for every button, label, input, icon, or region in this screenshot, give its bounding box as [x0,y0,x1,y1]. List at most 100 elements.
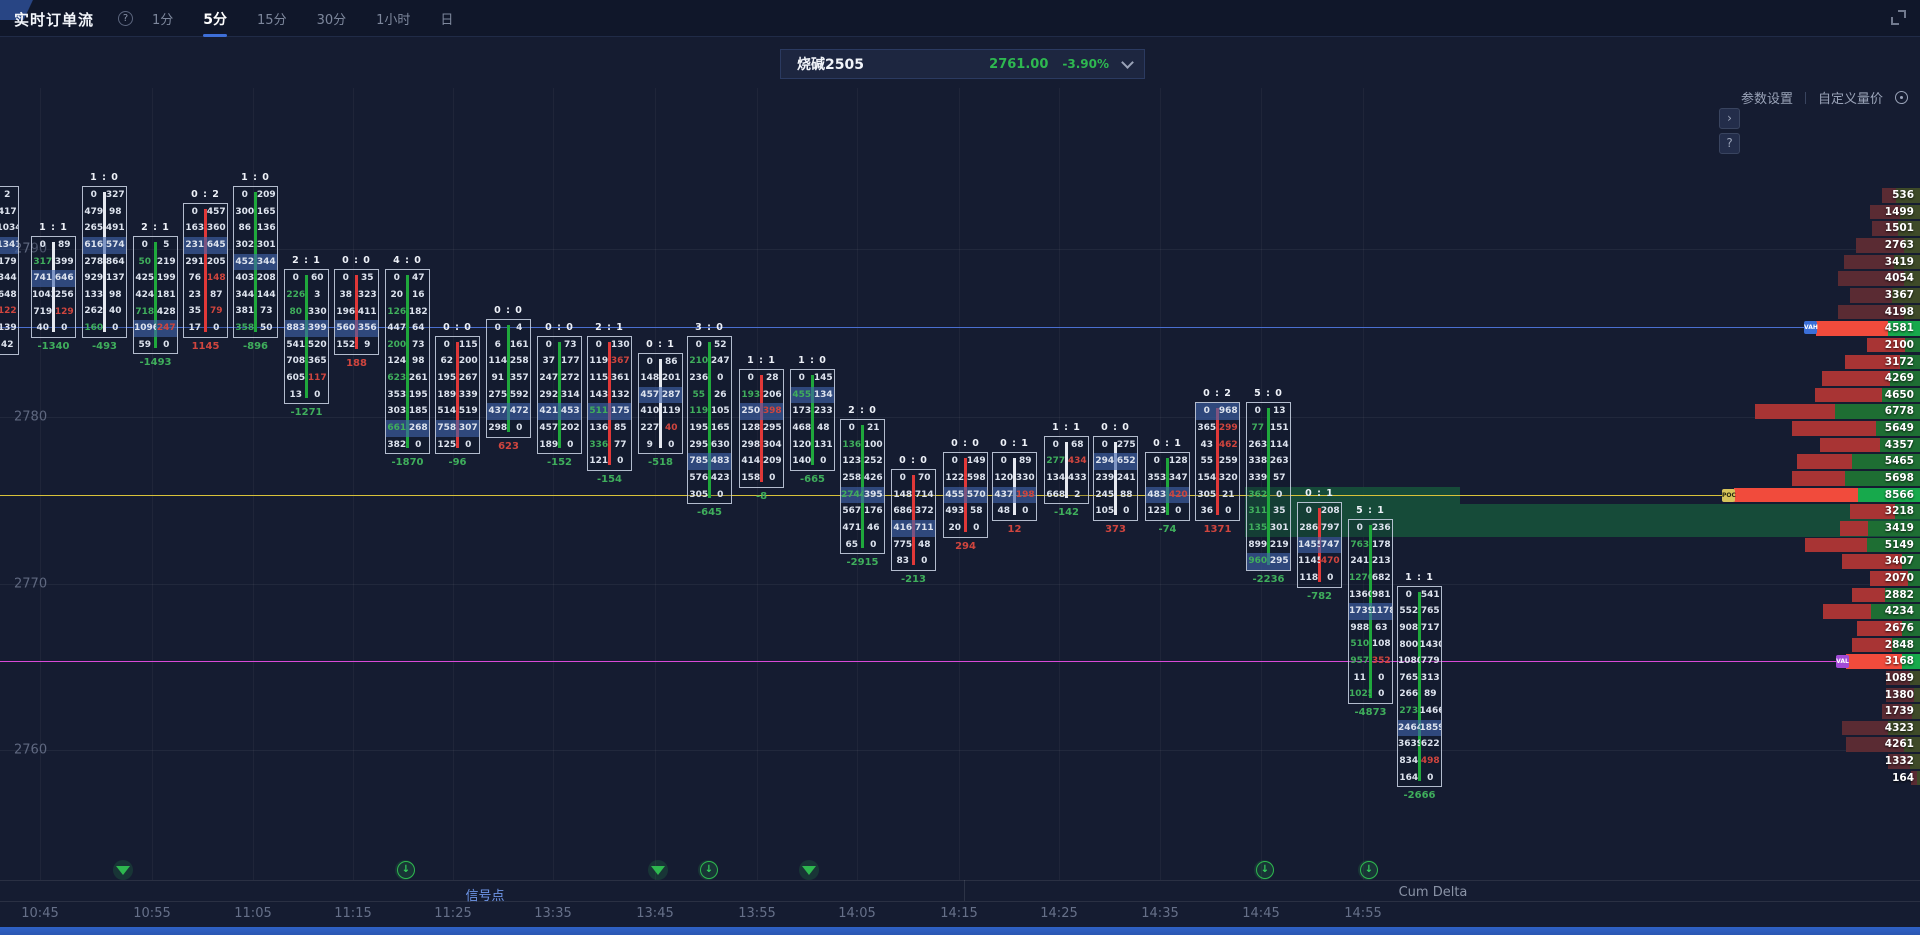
collapse-expand-icon[interactable] [1891,10,1906,25]
ask-volume-cell: 98 [108,206,122,217]
bid-volume-cell: 576 [689,472,709,483]
panel-toggle-button[interactable]: › [1719,108,1740,129]
bid-volume-cell: 457 [539,423,559,434]
profile-green-segment [1910,754,1920,769]
column-delta-label: -2236 [1252,573,1285,585]
ask-volume-cell: 70 [917,473,931,484]
ask-volume-cell: 1859 [1419,722,1442,733]
bid-volume-cell: 0 [90,190,97,200]
bid-volume-cell: 305 [689,489,709,500]
footprint-row: 305 0 [688,487,731,504]
ask-volume-cell: 261 [408,373,428,384]
bid-volume-cell: 135 [1248,522,1268,533]
footprint-box: 0 13 77 151 263 114 338 263 339 57 362 0 311 35 135 301… [1246,402,1291,571]
footprint-row: 311 35 [1247,503,1290,520]
bid-volume-cell: 718 [135,306,155,317]
tab-timeframe-15分[interactable]: 15分 [257,13,287,28]
footprint-row: 292 314 [538,387,581,404]
footprint-row: 511 175 [588,403,631,421]
help-icon[interactable]: ? [118,11,133,26]
high-volume-highlight [285,320,328,337]
ask-volume-cell: 648 [0,289,17,300]
ask-volume-cell: 498 [1420,756,1440,766]
ask-volume-cell: 209 [762,456,782,467]
imbalance-ratio-label: 0 : 0 [899,455,928,467]
profile-red-segment [1845,354,1900,370]
bid-volume-cell: 344 [235,289,255,300]
settings-button[interactable]: 参数设置 [1740,92,1793,107]
tab-timeframe-5分[interactable]: 5分 [201,1,229,37]
footprint-row: 164 0 [1398,770,1441,787]
footprint-row: 189 339 [436,387,479,404]
custom-volume-price-button[interactable]: 自定义量价 [1817,92,1883,107]
profile-green-segment [1904,271,1920,286]
symbol-selector[interactable]: 烧碱2505 2761.00 -3.90% [780,49,1145,79]
profile-volume-value: 536 [1892,189,1914,201]
ask-volume-cell: 131 [813,439,833,450]
ask-volume-cell: 428 [156,306,176,317]
footprint-row: 295 630 [688,437,731,454]
bid-volume-cell: 800 [1399,639,1419,650]
ask-volume-cell: 434 [1067,456,1087,467]
column-delta-label: 294 [955,540,976,552]
bottom-scrollbar[interactable] [0,927,1920,935]
imbalance-ratio-label: 1 : 0 [241,172,270,183]
profile-green-segment [1885,587,1920,603]
tab-timeframe-1分[interactable]: 1分 [152,13,174,28]
signal-points-label[interactable]: 信号点 [465,889,505,904]
imbalance-ratio-label: 0 : 0 [951,438,980,450]
bid-volume-cell: 1455 [1298,539,1320,550]
high-volume-highlight [234,253,277,271]
bid-volume-cell: 120 [994,473,1014,484]
ask-volume-cell: 622 [1420,739,1440,750]
bid-volume-cell: 416 [893,522,913,533]
bid-volume-cell: 302 [235,239,255,250]
bid-volume-cell: 120 [792,439,812,450]
footprint-row: 560 356 [335,320,378,337]
bid-volume-cell: 353 [1147,473,1167,484]
column-delta-label: -2915 [846,557,879,569]
volume-profile-row: 4357 [1660,437,1920,454]
profile-red-segment [1886,670,1910,686]
volume-profile-row: 3172 [1660,354,1920,371]
ask-volume-cell: 98 [411,356,425,367]
signal-marker-halo [1358,860,1378,880]
panel-help-button[interactable]: ? [1719,133,1740,154]
volume-profile-row: 5698 [1660,470,1920,487]
profile-red-segment [1823,604,1871,619]
bid-volume-cell: 241 [1350,556,1370,567]
bid-volume-cell: 83 [896,556,910,567]
ask-volume-cell: 85 [613,423,627,434]
ask-volume-cell: 399 [54,256,74,267]
ask-volume-cell: 77 [613,439,627,450]
profile-green-segment [1858,487,1920,503]
footprint-row: 616 574 [83,236,126,254]
footprint-row: 247 272 [538,370,581,387]
ask-volume-cell: 21 [1221,489,1235,500]
time-axis-label: 10:45 [21,906,59,921]
time-gridline [553,88,554,880]
tab-timeframe-日[interactable]: 日 [440,13,454,28]
profile-red-segment [1820,437,1880,453]
tab-timeframe-1小时[interactable]: 1小时 [376,13,411,28]
footprint-column: 1 : 1 0 68 277 434 134 433 668 2 -142 [1044,422,1089,518]
imbalance-ratio-label: 1 : 1 [1405,571,1434,583]
footprint-row: 765 313 [1398,670,1441,687]
cum-delta-label[interactable]: Cum Delta [1398,885,1468,900]
tab-timeframe-30分[interactable]: 30分 [316,13,347,28]
price-gridline [0,584,1920,585]
bid-volume-cell: 479 [84,206,104,217]
high-volume-highlight [134,320,177,337]
ask-volume-cell: 46 [866,522,880,533]
footprint-row: 195 165 [688,420,731,437]
ask-volume-cell: 747 [1320,539,1340,550]
ask-volume-cell: 201 [661,373,681,384]
gear-icon[interactable] [1895,91,1908,104]
time-axis-label: 13:45 [636,906,674,921]
bid-volume-cell: 0 [39,239,46,250]
val-tag: VAL [1836,655,1849,668]
volume-profile-row: 3218 [1660,503,1920,520]
ask-volume-cell: 570 [966,489,986,500]
footprint-row: 455 134 [791,386,834,404]
